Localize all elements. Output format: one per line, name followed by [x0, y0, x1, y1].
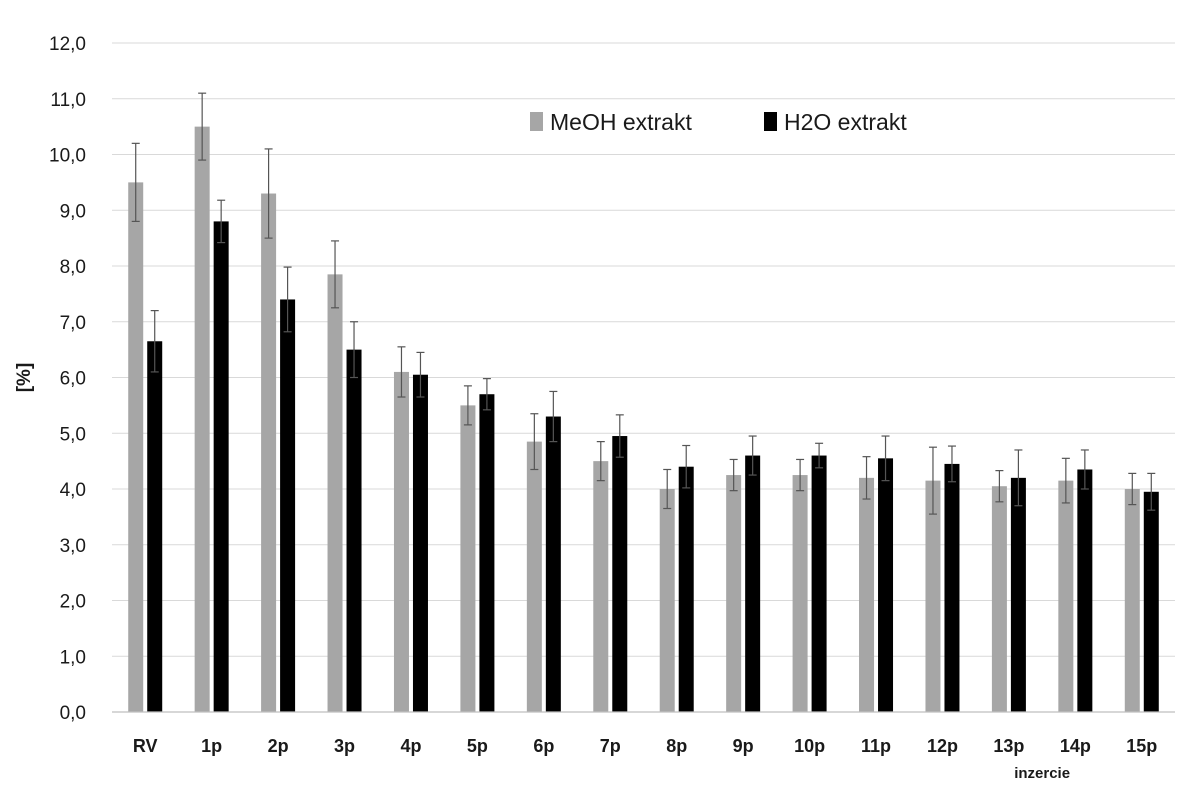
x-tick-label: 10p [794, 736, 825, 756]
y-tick-label: 3,0 [60, 536, 86, 557]
bar-meoh-10p [792, 475, 808, 712]
bar-meoh-14p [1058, 480, 1074, 712]
y-axis-ticks: 0,0 1,0 2,0 3,0 4,0 5,0 6,0 7,0 8,0 9,0 10,0 11,0 12… [49, 34, 86, 724]
y-tick-label: 4,0 [60, 480, 86, 501]
bar-meoh-4p [393, 371, 409, 712]
legend-swatch-h2o [764, 112, 777, 131]
x-tick-label: 3p [334, 736, 355, 756]
x-tick-label: 12p [927, 736, 958, 756]
x-tick-label: 1p [201, 736, 222, 756]
x-tick-label: 5p [467, 736, 488, 756]
x-axis-title: inzercie [1014, 765, 1070, 782]
bar-h2o-15p [1143, 491, 1159, 712]
y-tick-label: 0,0 [60, 703, 86, 724]
bar-h2o-4p [412, 374, 428, 712]
bar-h2o-8p [678, 466, 694, 712]
bar-meoh-RV [128, 182, 144, 712]
bar-h2o-13p [1010, 477, 1026, 712]
x-tick-label: 15p [1126, 736, 1157, 756]
legend-label-h2o: H2O extrakt [784, 109, 907, 135]
bar-meoh-11p [859, 477, 875, 712]
bar-h2o-2p [280, 299, 296, 712]
x-tick-label: 14p [1060, 736, 1091, 756]
bar-meoh-7p [593, 461, 609, 712]
y-tick-label: 6,0 [60, 369, 86, 390]
error-bars [131, 92, 1156, 515]
y-axis-title: [%] [14, 363, 35, 393]
y-tick-label: 11,0 [50, 90, 86, 111]
bar-h2o-11p [878, 458, 894, 712]
bar-h2o-3p [346, 349, 362, 712]
bar-h2o-14p [1077, 469, 1093, 712]
bar-h2o-9p [745, 455, 761, 712]
bar-h2o-RV [147, 341, 163, 712]
y-tick-label: 5,0 [60, 424, 86, 445]
bar-h2o-1p [213, 221, 229, 712]
bar-meoh-8p [659, 489, 675, 712]
legend-label-meoh: MeOH extrakt [550, 109, 692, 135]
bar-h2o-12p [944, 463, 960, 712]
y-tick-label: 8,0 [60, 257, 86, 278]
bar-h2o-7p [612, 436, 628, 712]
legend: MeOH extrakt H2O extrakt [530, 109, 907, 135]
y-tick-label: 9,0 [60, 201, 86, 222]
x-tick-label: 4p [400, 736, 421, 756]
bar-meoh-2p [261, 193, 277, 712]
x-tick-label: 9p [733, 736, 754, 756]
x-tick-label: 11p [861, 736, 891, 756]
x-tick-label: 6p [533, 736, 554, 756]
bar-meoh-12p [925, 480, 941, 712]
x-tick-label: RV [133, 736, 158, 756]
y-tick-label: 2,0 [60, 592, 86, 613]
y-tick-label: 7,0 [60, 313, 86, 334]
bar-meoh-13p [991, 486, 1007, 712]
bar-meoh-3p [327, 274, 343, 712]
bar-h2o-10p [811, 455, 827, 712]
bars [128, 126, 1159, 712]
y-tick-label: 10,0 [49, 146, 86, 167]
bar-meoh-6p [526, 441, 542, 712]
bar-meoh-15p [1124, 489, 1140, 712]
legend-swatch-meoh [530, 112, 543, 131]
bar-h2o-5p [479, 394, 495, 712]
bar-meoh-1p [194, 126, 210, 712]
x-tick-label: 13p [993, 736, 1024, 756]
x-tick-label: 2p [268, 736, 289, 756]
bar-meoh-5p [460, 405, 476, 712]
x-axis-ticks: RV 1p 2p 3p 4p 5p 6p 7p 8p 9p 10p 11p 12p 13p 14p 15p [133, 736, 1157, 756]
x-tick-label: 7p [600, 736, 621, 756]
bar-h2o-6p [545, 416, 561, 712]
y-tick-label: 12,0 [49, 34, 86, 55]
x-tick-label: 8p [666, 736, 687, 756]
bar-meoh-9p [726, 475, 742, 712]
y-tick-label: 1,0 [60, 647, 86, 668]
